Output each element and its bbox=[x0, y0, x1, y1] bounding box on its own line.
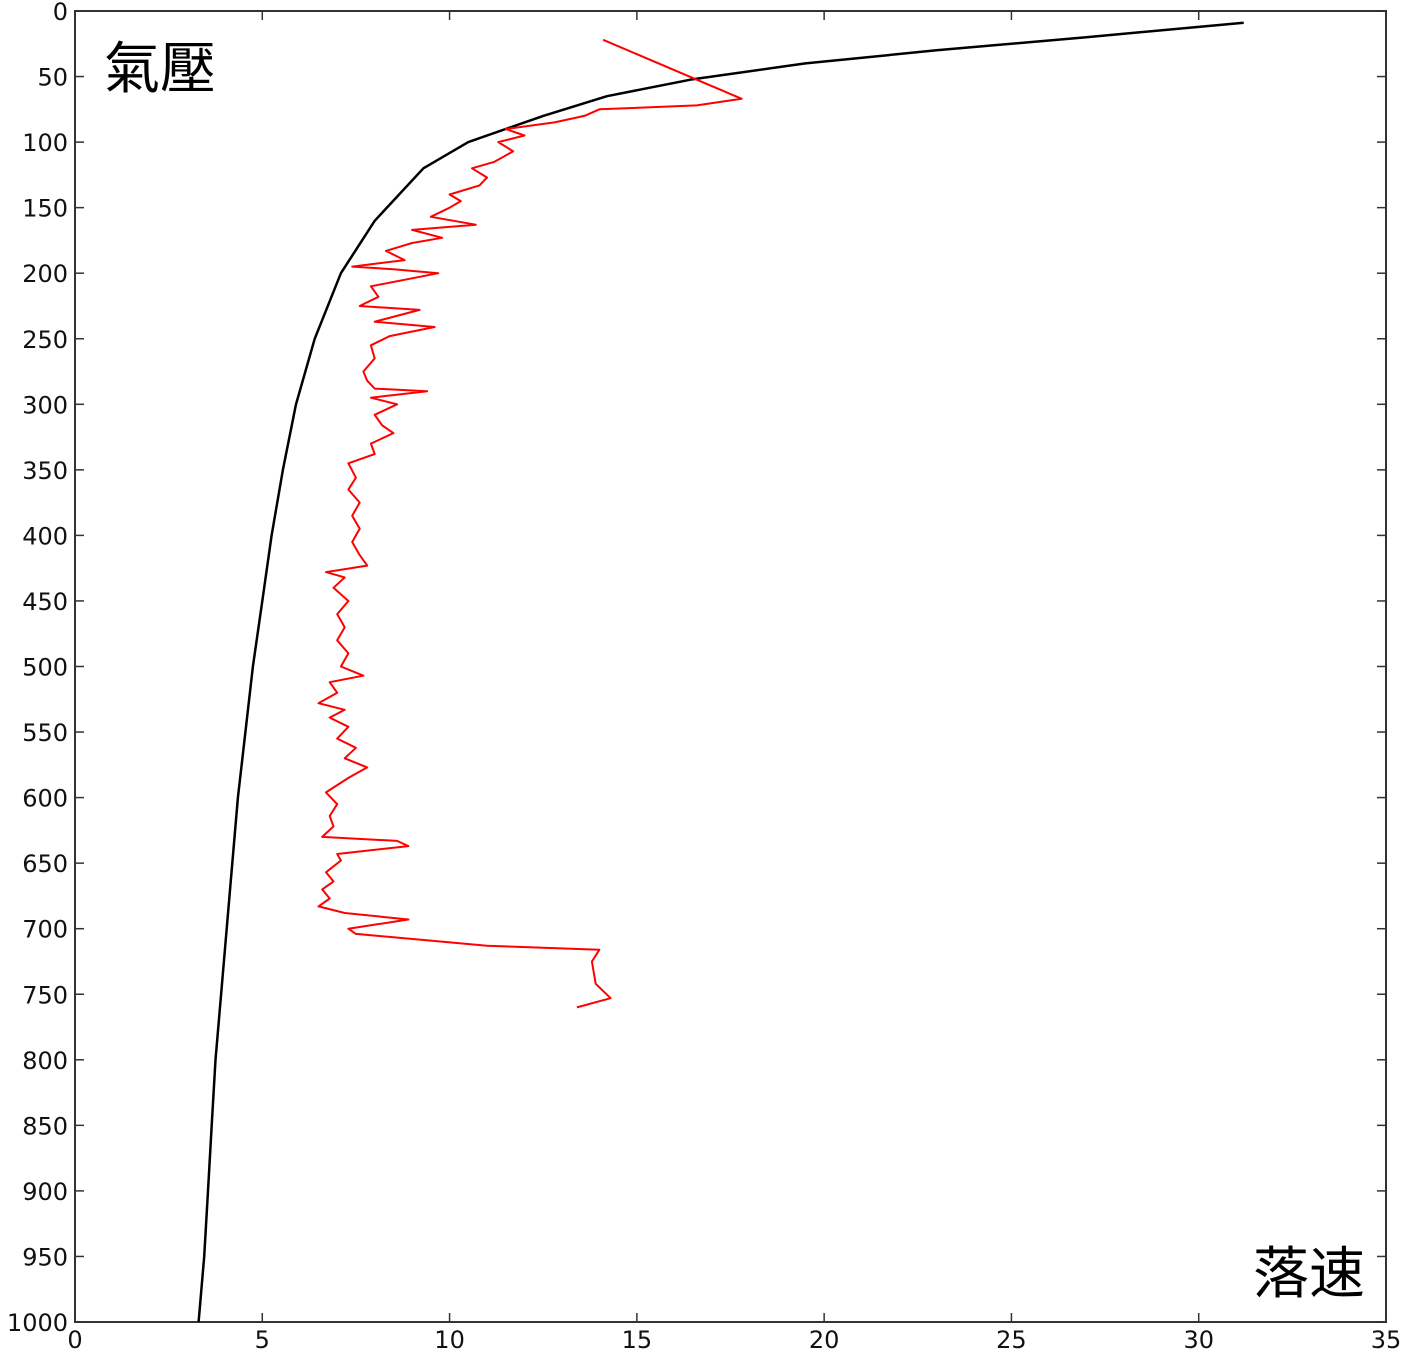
y-tick-label: 0 bbox=[53, 0, 68, 26]
y-tick-label: 550 bbox=[22, 719, 68, 747]
y-axis-ticks: 0 50 100 150 200 250 300 350 400 450 500 550 600 650 7… bbox=[7, 0, 1386, 1337]
y-tick-label: 850 bbox=[22, 1112, 68, 1140]
plot-frame bbox=[74, 10, 1387, 1323]
y-tick-label: 200 bbox=[22, 260, 68, 288]
x-axis-ticks: 0 5 10 15 20 25 30 35 bbox=[67, 11, 1401, 1354]
x-tick-label: 25 bbox=[996, 1326, 1027, 1354]
series-layer bbox=[197, 21, 1244, 1323]
y-tick-label: 950 bbox=[22, 1243, 68, 1271]
y-tick-label: 500 bbox=[22, 654, 68, 682]
x-tick-label: 20 bbox=[809, 1326, 840, 1354]
y-tick-label: 750 bbox=[22, 981, 68, 1009]
y-tick-label: 650 bbox=[22, 850, 68, 878]
x-axis-label: 落速 bbox=[1253, 1242, 1365, 1307]
y-tick-label: 300 bbox=[22, 391, 68, 419]
x-tick-label: 30 bbox=[1183, 1326, 1214, 1354]
theory-curve-line bbox=[197, 21, 1244, 1323]
y-tick-label: 800 bbox=[22, 1047, 68, 1075]
x-tick-label: 5 bbox=[255, 1326, 270, 1354]
y-tick-label: 250 bbox=[22, 326, 68, 354]
y-tick-label: 150 bbox=[22, 195, 68, 223]
x-tick-label: 10 bbox=[434, 1326, 465, 1354]
x-tick-label: 15 bbox=[622, 1326, 653, 1354]
y-tick-label: 900 bbox=[22, 1178, 68, 1206]
observed-profile-line bbox=[317, 38, 743, 1009]
y-tick-label: 350 bbox=[22, 457, 68, 485]
y-tick-label: 450 bbox=[22, 588, 68, 616]
y-tick-label: 50 bbox=[37, 64, 68, 92]
y-tick-label: 100 bbox=[22, 129, 68, 157]
x-tick-label: 35 bbox=[1371, 1326, 1402, 1354]
y-tick-label: 600 bbox=[22, 785, 68, 813]
y-tick-label: 700 bbox=[22, 916, 68, 944]
y-tick-label: 1000 bbox=[7, 1309, 68, 1337]
x-tick-label: 0 bbox=[67, 1326, 82, 1354]
y-tick-label: 400 bbox=[22, 522, 68, 550]
y-axis-label: 氣壓 bbox=[104, 37, 216, 102]
